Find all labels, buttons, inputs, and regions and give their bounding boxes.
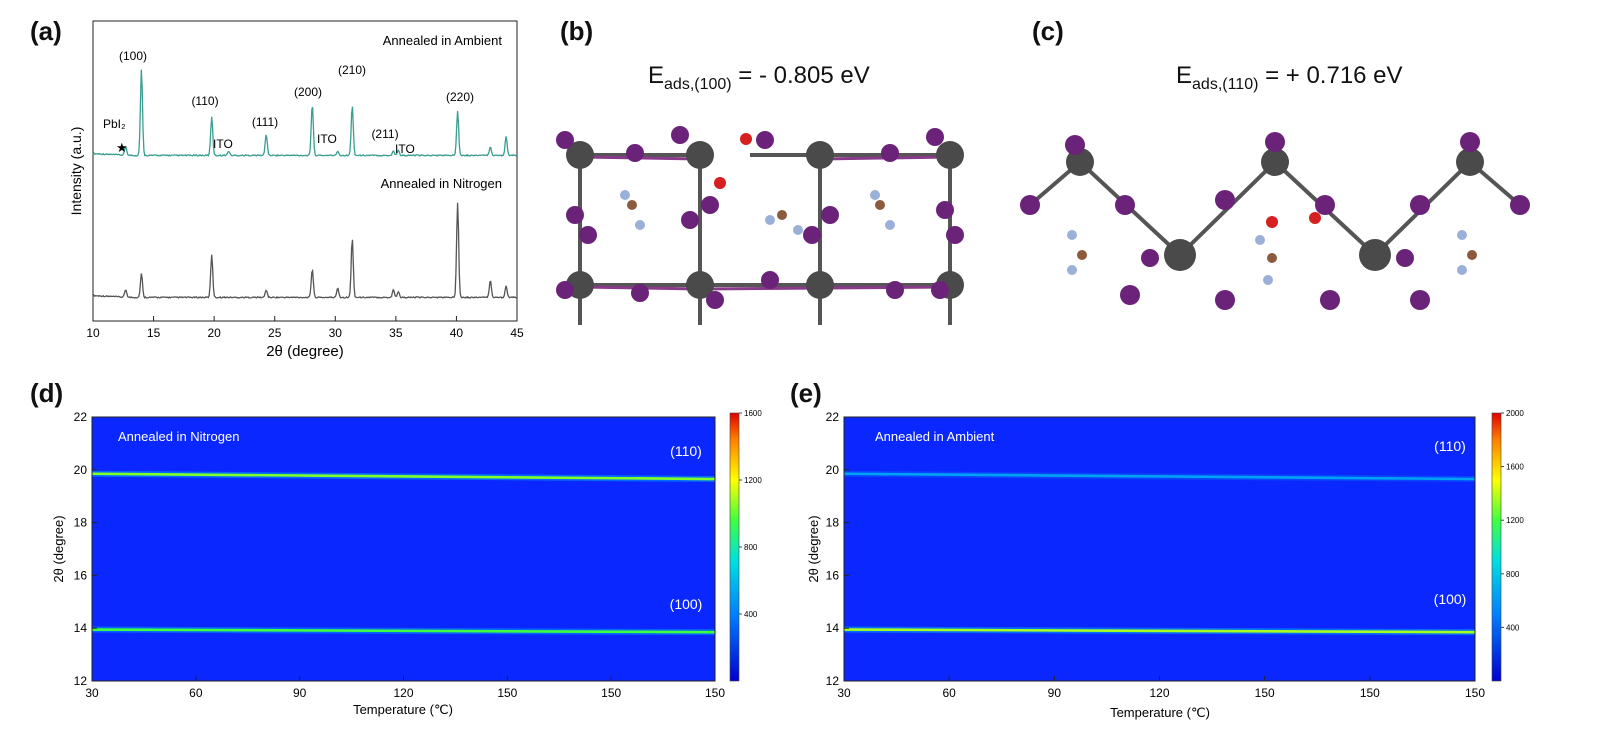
colorbar	[729, 412, 740, 682]
colorbar-tick-label: 800	[1506, 570, 1520, 579]
peak-label-210: (210)	[338, 63, 366, 77]
x-tick-label: 30	[837, 686, 851, 700]
heatmap-area	[92, 417, 715, 681]
colorbar-tick-label: 1200	[744, 476, 762, 485]
colorbar-tick-label: 1600	[744, 409, 762, 418]
heatmap-band	[92, 628, 715, 634]
y-tick-label: 14	[74, 621, 88, 635]
panel-label-e: (e)	[790, 378, 822, 408]
panel-label-d: (d)	[30, 378, 64, 408]
colorbar-tick-label: 400	[1506, 623, 1520, 632]
peak-label-pbi2: PbI₂	[103, 117, 126, 131]
x-tick-label: 120	[1149, 686, 1169, 700]
y-axis-label: 2θ (degree)	[806, 515, 821, 582]
x-axis-label: Temperature (℃)	[1110, 705, 1210, 720]
panel-label-a: (a)	[30, 16, 62, 46]
y-tick-label: 16	[826, 568, 840, 582]
x-tick-label: 45	[510, 326, 524, 340]
x-tick-label: 120	[393, 686, 413, 700]
y-tick-label: 12	[74, 674, 88, 688]
x-axis-label: Temperature (℃)	[353, 702, 453, 717]
y-axis-label: Intensity (a.u.)	[68, 127, 84, 216]
x-tick-label: 150	[1465, 686, 1485, 700]
x-tick-label: 150	[497, 686, 517, 700]
heatmap-band	[92, 472, 715, 481]
heatmap-ambient: 12 14 16 18 20 22 30 60 90 120 150 150 150 Annealed …	[806, 409, 1524, 720]
y-tick-label: 12	[826, 674, 840, 688]
y-axis-label: 2θ (degree)	[51, 515, 66, 582]
structure-110-surface	[1020, 132, 1530, 310]
colorbar-tick-label: 1200	[1506, 516, 1524, 525]
x-tick-label: 150	[1255, 686, 1275, 700]
xrd-chart: 10 15 20 25 30 35 40 45 2θ (degree) Intensity (…	[68, 20, 524, 360]
colorbar	[1491, 412, 1502, 682]
x-tick-label: 90	[293, 686, 307, 700]
x-tick-label: 30	[329, 326, 343, 340]
y-tick-label: 18	[74, 516, 88, 530]
panel-label-c: (c)	[1032, 16, 1064, 46]
x-tick-label: 25	[268, 326, 282, 340]
heatmap-band	[844, 472, 1475, 481]
x-tick-label: 150	[705, 686, 725, 700]
peak-label-100: (100)	[119, 49, 147, 63]
band-label-110: (110)	[1434, 438, 1466, 454]
peak-label-211: (211)	[371, 127, 398, 141]
colorbar-tick-label: 400	[744, 610, 758, 619]
x-tick-label: 40	[450, 326, 464, 340]
series-label-nitrogen: Annealed in Nitrogen	[381, 176, 502, 191]
y-tick-label: 16	[74, 568, 88, 582]
peak-label-110: (110)	[191, 94, 218, 108]
x-tick-label: 30	[85, 686, 99, 700]
colorbar-tick-label: 1600	[1506, 463, 1524, 472]
ito-label-3: ITO	[395, 142, 415, 156]
x-tick-label: 20	[207, 326, 221, 340]
x-tick-label: 150	[1360, 686, 1380, 700]
series-line-nitrogen	[92, 202, 518, 299]
x-tick-label: 60	[942, 686, 956, 700]
band-label-110: (110)	[670, 443, 702, 459]
adsorption-energy-100: Eads,(100) = - 0.805 eV	[648, 62, 870, 93]
ito-label-1: ITO	[213, 137, 233, 151]
x-tick-label: 60	[189, 686, 203, 700]
ito-label-2: ITO	[317, 132, 337, 146]
star-marker: ★	[116, 140, 128, 155]
heatmap-title: Annealed in Ambient	[875, 429, 995, 444]
y-tick-label: 20	[826, 463, 840, 477]
y-tick-label: 22	[74, 410, 88, 424]
adsorption-energy-110: Eads,(110) = + 0.716 eV	[1176, 62, 1403, 93]
series-line-ambient	[92, 69, 518, 157]
plot-frame	[92, 20, 518, 322]
y-tick-label: 18	[826, 516, 840, 530]
peak-label-220: (220)	[446, 90, 474, 104]
colorbar-tick-label: 800	[744, 543, 758, 552]
band-label-100: (100)	[1434, 591, 1467, 607]
panel-label-b: (b)	[560, 16, 594, 46]
heatmap-band	[844, 628, 1475, 634]
peak-label-111: (111)	[252, 115, 278, 129]
x-axis-label: 2θ (degree)	[266, 343, 344, 360]
peak-label-200: (200)	[294, 85, 322, 99]
x-tick-label: 150	[601, 686, 621, 700]
band-label-100: (100)	[670, 596, 703, 612]
heatmap-area	[844, 417, 1475, 681]
x-tick-label: 15	[147, 326, 161, 340]
x-tick-label: 35	[389, 326, 403, 340]
series-label-ambient: Annealed in Ambient	[383, 33, 503, 48]
x-tick-label: 90	[1048, 686, 1062, 700]
y-tick-label: 22	[826, 410, 840, 424]
x-tick-label: 10	[86, 326, 100, 340]
colorbar-tick-label: 2000	[1506, 409, 1524, 418]
y-tick-label: 20	[74, 463, 88, 477]
heatmap-title: Annealed in Nitrogen	[118, 429, 239, 444]
heatmap-nitrogen: 12 14 16 18 20 22 30 60 90 120 150 150 150 Annealed …	[51, 409, 762, 717]
structure-100-surface	[556, 126, 964, 325]
y-tick-label: 14	[826, 621, 840, 635]
